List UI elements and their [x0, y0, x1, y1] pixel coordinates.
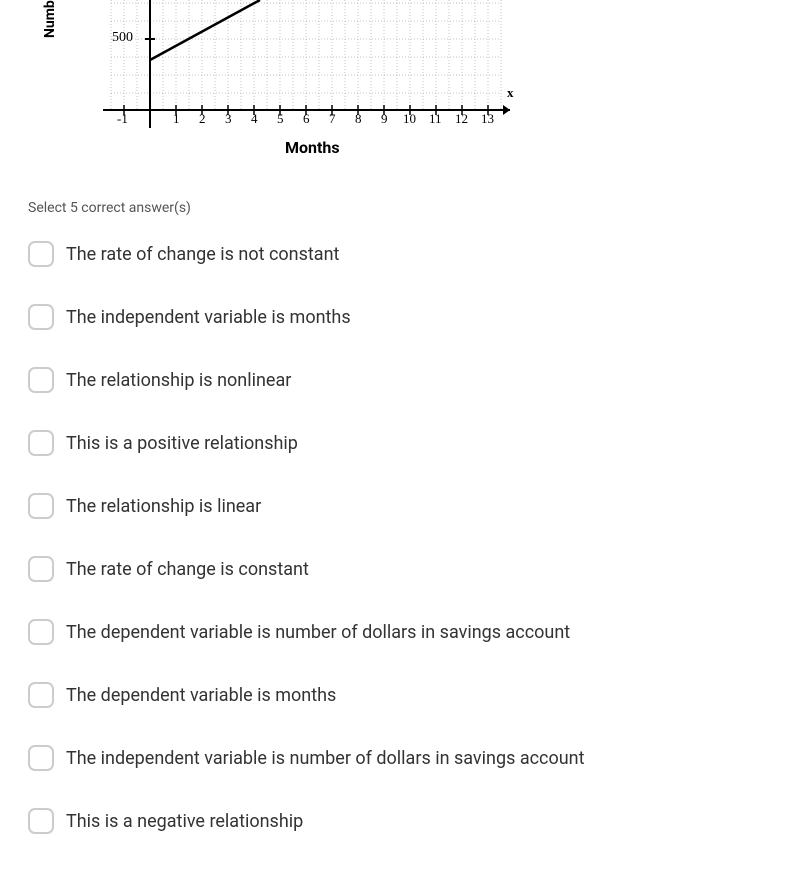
option-5: The rate of change is constant	[28, 556, 800, 582]
y-tick-500: 500	[112, 30, 133, 46]
option-label-5: The rate of change is constant	[66, 559, 309, 580]
option-label-2: The relationship is nonlinear	[66, 370, 291, 391]
checkbox-9[interactable]	[28, 808, 54, 834]
option-7: The dependent variable is months	[28, 682, 800, 708]
x-tick-10: 10	[403, 111, 416, 127]
option-label-8: The independent variable is number of do…	[66, 748, 584, 769]
x-tick-13: 13	[481, 111, 494, 127]
checkbox-4[interactable]	[28, 493, 54, 519]
x-tick-9: 9	[381, 111, 388, 127]
checkbox-3[interactable]	[28, 430, 54, 456]
x-tick-12: 12	[455, 111, 468, 127]
checkbox-0[interactable]	[28, 241, 54, 267]
checkbox-7[interactable]	[28, 682, 54, 708]
checkbox-8[interactable]	[28, 745, 54, 771]
option-9: This is a negative relationship	[28, 808, 800, 834]
x-tick-8: 8	[355, 111, 362, 127]
chart-svg	[55, 0, 535, 160]
checkbox-6[interactable]	[28, 619, 54, 645]
x-tick-7: 7	[329, 111, 336, 127]
x-marker: x	[507, 85, 514, 101]
option-4: The relationship is linear	[28, 493, 800, 519]
y-axis-label: Number of Dollars i	[42, 0, 58, 38]
x-tick-neg1: -1	[117, 111, 128, 127]
option-8: The independent variable is number of do…	[28, 745, 800, 771]
option-label-3: This is a positive relationship	[66, 433, 298, 454]
option-0: The rate of change is not constant	[28, 241, 800, 267]
option-2: The relationship is nonlinear	[28, 367, 800, 393]
x-tick-5: 5	[277, 111, 284, 127]
option-3: This is a positive relationship	[28, 430, 800, 456]
checkbox-1[interactable]	[28, 304, 54, 330]
option-label-9: This is a negative relationship	[66, 811, 303, 832]
x-tick-1: 1	[173, 111, 180, 127]
x-axis-label: Months	[285, 138, 340, 157]
option-label-7: The dependent variable is months	[66, 685, 336, 706]
options-container: The rate of change is not constant The i…	[28, 241, 800, 834]
x-tick-2: 2	[199, 111, 206, 127]
x-tick-11: 11	[429, 111, 442, 127]
x-tick-4: 4	[251, 111, 258, 127]
option-1: The independent variable is months	[28, 304, 800, 330]
instruction-text: Select 5 correct answer(s)	[28, 200, 800, 216]
chart-area: Number of Dollars i Months 500 -1 1 2 3 …	[55, 0, 495, 165]
option-label-0: The rate of change is not constant	[66, 244, 339, 265]
x-tick-3: 3	[225, 111, 232, 127]
checkbox-5[interactable]	[28, 556, 54, 582]
x-tick-6: 6	[303, 111, 310, 127]
option-label-1: The independent variable is months	[66, 307, 351, 328]
option-label-4: The relationship is linear	[66, 496, 261, 517]
checkbox-2[interactable]	[28, 367, 54, 393]
option-label-6: The dependent variable is number of doll…	[66, 622, 570, 643]
option-6: The dependent variable is number of doll…	[28, 619, 800, 645]
